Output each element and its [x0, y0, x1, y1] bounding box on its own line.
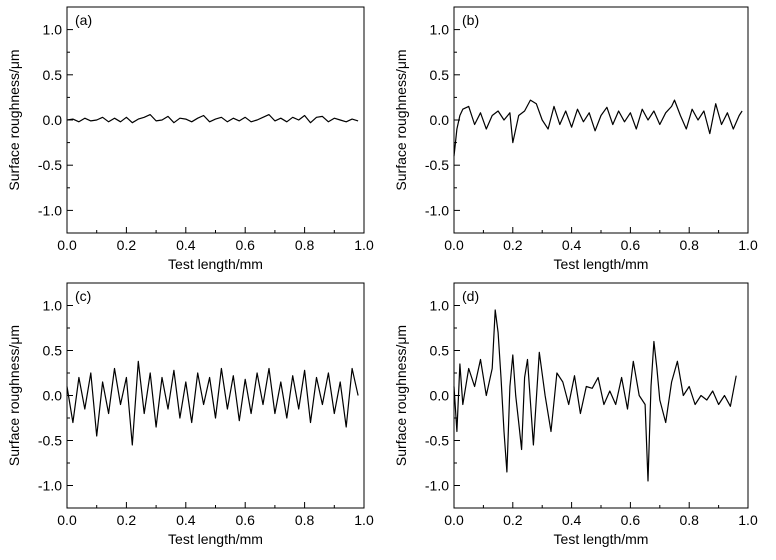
series-line: [66, 113, 359, 124]
x-tick-label: 0.4: [176, 512, 196, 528]
y-tick-label: -0.5: [425, 433, 449, 449]
panel-label: (b): [462, 12, 479, 28]
y-tick-label: 0.0: [43, 112, 63, 128]
x-axis-label: Test length/mm: [168, 531, 263, 547]
panel-label: (a): [75, 12, 92, 28]
y-tick-label: 1.0: [43, 22, 63, 38]
plot-frame: [453, 282, 749, 509]
x-tick-label: 0.6: [621, 237, 641, 253]
y-tick-label: -0.5: [425, 157, 449, 173]
x-tick-label: 0.8: [295, 237, 315, 253]
panel-label: (c): [75, 288, 91, 304]
x-axis-label: Test length/mm: [554, 256, 649, 272]
x-tick-label: 0.2: [117, 512, 137, 528]
x-tick-label: 0.6: [621, 512, 641, 528]
panel-d: 0.0 0.2 0.4 0.6 0.8 1.0 -1.0 -0.5 0.0 0.5 1.0 Test …: [393, 282, 758, 547]
x-tick-label: 1.0: [354, 237, 374, 253]
x-tick-label: 0.6: [235, 512, 255, 528]
x-tick-label: 0.4: [562, 237, 582, 253]
x-tick-label: 0.6: [235, 237, 255, 253]
y-tick-label: 0.5: [43, 343, 63, 359]
x-tick-label: 1.0: [738, 512, 758, 528]
y-axis-label: Surface roughness/μm: [6, 49, 22, 190]
panel-label: (d): [462, 288, 479, 304]
x-tick-label: 0.0: [444, 512, 464, 528]
panel-c: 0.0 0.2 0.4 0.6 0.8 1.0 -1.0 -0.5 0.0 0.5 1.0 Test …: [6, 282, 374, 547]
x-axis-label: Test length/mm: [554, 531, 649, 547]
x-tick-label: 0.2: [117, 237, 137, 253]
y-axis-label: Surface roughness/μm: [393, 325, 409, 466]
y-tick-label: -0.5: [38, 157, 62, 173]
y-tick-label: 1.0: [43, 298, 63, 314]
series-line: [453, 309, 737, 482]
series-line: [66, 360, 359, 446]
x-axis-label: Test length/mm: [168, 256, 263, 272]
x-tick-label: 1.0: [354, 512, 374, 528]
y-tick-label: 1.0: [430, 22, 450, 38]
x-tick-label: 0.4: [176, 237, 196, 253]
x-tick-label: 0.8: [679, 512, 699, 528]
y-tick-label: -1.0: [38, 478, 62, 494]
x-tick-label: 0.0: [57, 512, 77, 528]
y-tick-label: -1.0: [425, 202, 449, 218]
y-tick-label: 0.5: [430, 67, 450, 83]
y-axis-label: Surface roughness/μm: [393, 49, 409, 190]
y-tick-label: 1.0: [430, 298, 450, 314]
y-tick-label: 0.0: [430, 388, 450, 404]
y-tick-label: 0.5: [43, 67, 63, 83]
x-tick-label: 0.0: [57, 237, 77, 253]
series-line: [453, 99, 743, 157]
x-tick-label: 1.0: [738, 237, 758, 253]
y-tick-label: 0.0: [430, 112, 450, 128]
y-tick-label: -0.5: [38, 433, 62, 449]
plot-frame: [453, 6, 749, 234]
y-tick-label: 0.0: [43, 388, 63, 404]
x-tick-label: 0.8: [679, 237, 699, 253]
y-tick-label: -1.0: [425, 478, 449, 494]
y-tick-label: 0.5: [430, 343, 450, 359]
x-tick-label: 0.8: [295, 512, 315, 528]
panel-a: 0.0 0.2 0.4 0.6 0.8 1.0 -1.0 -0.5 0.0 0.5 1.0 Test …: [6, 6, 374, 272]
y-tick-label: -1.0: [38, 202, 62, 218]
x-tick-label: 0.2: [503, 237, 523, 253]
x-tick-label: 0.4: [562, 512, 582, 528]
x-tick-label: 0.2: [503, 512, 523, 528]
panel-b: 0.0 0.2 0.4 0.6 0.8 1.0 -1.0 -0.5 0.0 0.5 1.0 Test …: [393, 6, 758, 272]
x-tick-label: 0.0: [444, 237, 464, 253]
y-axis-label: Surface roughness/μm: [6, 325, 22, 466]
